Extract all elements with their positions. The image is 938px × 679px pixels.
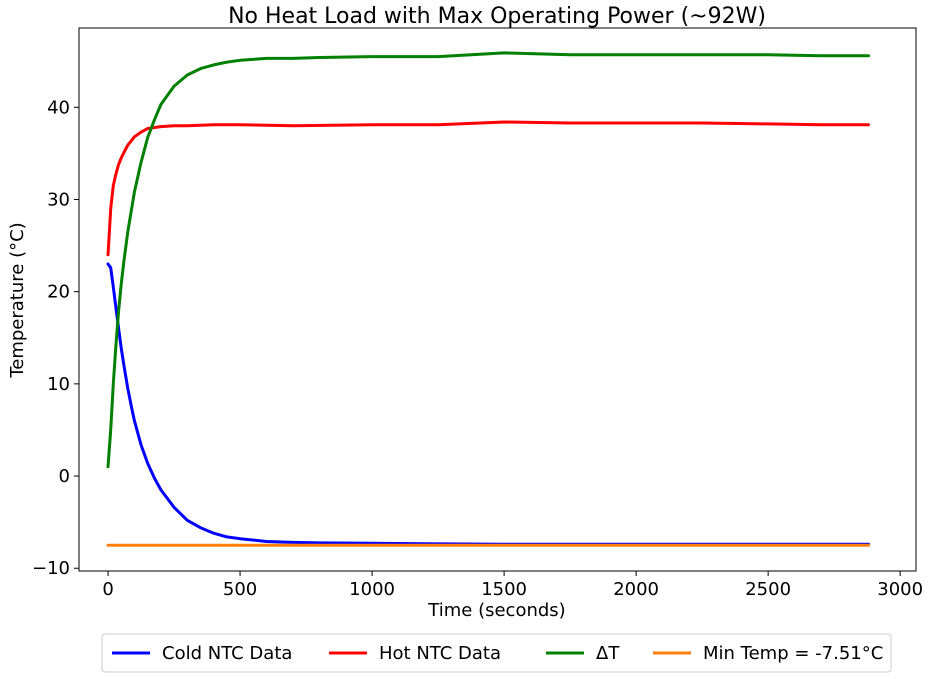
- x-tick-label: 3000: [877, 579, 923, 600]
- y-axis-label: Temperature (°C): [7, 222, 28, 378]
- x-tick-label: 2000: [613, 579, 659, 600]
- x-tick-label: 2500: [745, 579, 791, 600]
- legend-label-2: ΔT: [596, 643, 620, 664]
- y-tick-label: 0: [59, 466, 70, 487]
- legend-box: [101, 633, 892, 673]
- legend-label-0: Cold NTC Data: [162, 643, 292, 664]
- series-line-1: [106, 120, 870, 257]
- plot-area: [78, 27, 917, 572]
- series-layer: [106, 51, 870, 547]
- x-tick-label: 500: [223, 579, 257, 600]
- x-tick-label: 1500: [481, 579, 527, 600]
- y-tick-label: −10: [32, 558, 70, 579]
- y-tick-label: 20: [47, 282, 70, 303]
- chart-title: No Heat Load with Max Operating Power (~…: [228, 4, 766, 29]
- legend-label-3: Min Temp = -7.51°C: [703, 643, 883, 664]
- legend-label-1: Hot NTC Data: [379, 643, 501, 664]
- series-line-2: [106, 51, 870, 469]
- legend: Cold NTC Data Hot NTC Data ΔT Min Temp = -7…: [101, 633, 892, 673]
- y-tick-label: 10: [47, 374, 70, 395]
- x-tick-label: 0: [102, 579, 113, 600]
- y-axis-ticks: −10 0 10 20 30 40: [32, 97, 79, 579]
- y-tick-label: 40: [47, 97, 70, 118]
- x-axis-ticks: 0 500 1000 1500 2000 2500 3000: [102, 571, 923, 600]
- x-axis-label: Time (seconds): [427, 600, 565, 621]
- x-tick-label: 1000: [349, 579, 395, 600]
- series-line-0: [106, 262, 870, 546]
- y-tick-label: 30: [47, 189, 70, 210]
